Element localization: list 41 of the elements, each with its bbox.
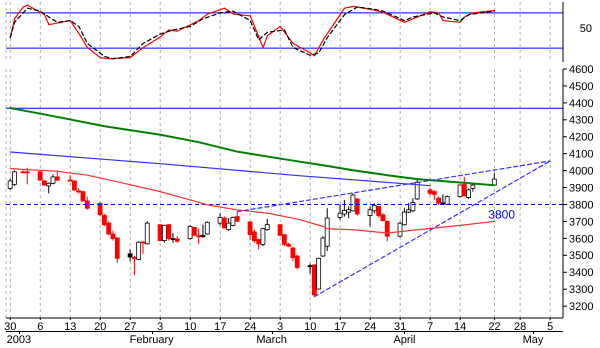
- x2-tick-label: March: [255, 334, 288, 347]
- x-tick-label: 13: [64, 320, 76, 333]
- ref-line-label: 3800: [488, 208, 516, 222]
- x-tick-label: 28: [514, 320, 526, 333]
- y-tick-label: 3900: [569, 182, 594, 194]
- x-tick-label: 17: [334, 320, 346, 333]
- x2-tick-label: May: [522, 334, 544, 347]
- x-tick-label: 7: [427, 320, 434, 333]
- text: 50: [580, 23, 592, 35]
- x-tick-label: 14: [454, 320, 466, 333]
- x-tick-label: 17: [214, 320, 226, 333]
- y-tick-label: 4000: [569, 166, 594, 178]
- x-tick-label: 27: [124, 320, 136, 333]
- y-tick-label: 3600: [569, 233, 594, 246]
- y-tick-label: 4600: [569, 64, 594, 76]
- x2-tick-label: 2003: [6, 334, 32, 347]
- y-tick-label: 3700: [569, 216, 594, 228]
- x2-tick-label: April: [392, 334, 416, 347]
- y-tick-label: 4500: [569, 80, 594, 93]
- y-tick-label: 3200: [569, 301, 594, 314]
- x-tick-label: 24: [364, 320, 376, 333]
- y-tick-label: 3800: [569, 199, 594, 212]
- x-tick-label: 10: [304, 320, 316, 333]
- x-tick-label: 3: [157, 320, 164, 333]
- x-tick-label: 10: [184, 320, 196, 333]
- y-tick-label: 4400: [569, 98, 594, 110]
- y-tick-label: 4300: [569, 114, 594, 127]
- x2-tick-label: February: [128, 334, 175, 347]
- y-tick-label: 3300: [569, 284, 594, 296]
- x-tick-label: 22: [488, 320, 501, 333]
- x-tick-label: 31: [394, 320, 406, 333]
- x-tick-label: 30: [4, 320, 16, 333]
- x-tick-label: 24: [244, 320, 256, 333]
- y-tick-label: 4100: [569, 148, 594, 161]
- x-tick-label: 3: [277, 320, 284, 333]
- y-tick-label: 3400: [569, 267, 594, 280]
- y-tick-label: 3500: [569, 250, 594, 262]
- x-tick-label: 5: [547, 320, 554, 333]
- y-tick-label: 4200: [569, 132, 594, 144]
- x-tick-label: 20: [94, 320, 106, 333]
- x-tick-label: 6: [37, 320, 44, 333]
